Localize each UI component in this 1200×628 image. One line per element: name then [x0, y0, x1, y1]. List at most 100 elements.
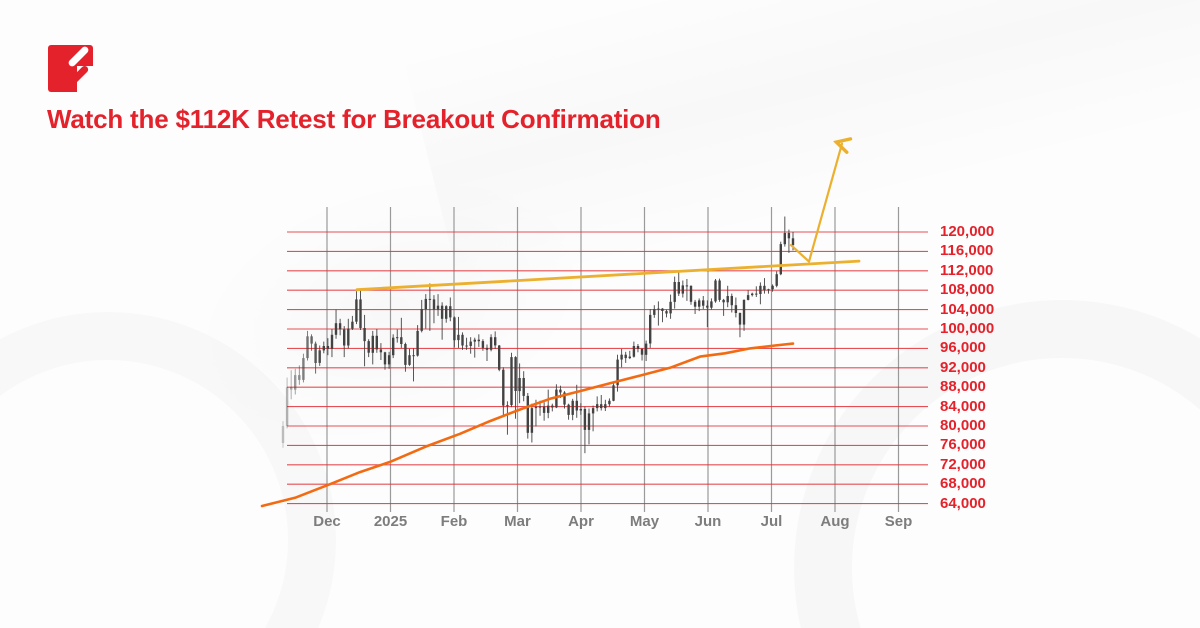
- candle: [457, 316, 460, 348]
- candle: [596, 396, 599, 412]
- candle: [506, 401, 509, 435]
- candle: [330, 329, 334, 358]
- candle: [783, 216, 786, 247]
- candle: [387, 351, 391, 369]
- candle: [343, 326, 346, 358]
- page-title: Watch the $112K Retest for Breakout Conf…: [47, 104, 661, 134]
- candle: [465, 337, 468, 350]
- candle: [424, 294, 427, 329]
- candle: [294, 368, 297, 395]
- candle: [661, 308, 664, 323]
- y-axis-label: 64,000: [940, 494, 986, 512]
- x-axis-label: Dec: [313, 513, 341, 530]
- candle: [420, 299, 423, 333]
- candle: [383, 351, 387, 370]
- candle: [751, 292, 754, 297]
- y-axis-label: 96,000: [940, 339, 986, 357]
- candle: [510, 352, 513, 408]
- candle: [710, 298, 713, 310]
- candle: [334, 309, 338, 339]
- candle: [347, 318, 350, 349]
- y-axis-label: 84,000: [940, 397, 986, 415]
- candle: [530, 403, 534, 443]
- x-axis-label: Sep: [884, 513, 913, 530]
- candle: [644, 340, 648, 361]
- y-axis-label: 112,000: [940, 261, 994, 279]
- candle: [404, 342, 407, 372]
- brand-logo: [48, 45, 93, 92]
- y-axis-label: 100,000: [940, 320, 995, 337]
- candle: [502, 367, 505, 416]
- candle: [314, 341, 317, 374]
- vertical-gridlines: [326, 207, 900, 512]
- candle: [310, 334, 313, 351]
- candle: [587, 408, 591, 445]
- candle: [436, 294, 440, 316]
- candle: [302, 353, 305, 383]
- candle: [632, 341, 636, 358]
- candlesticks: [281, 216, 795, 454]
- x-axis-label: Mar: [504, 513, 531, 530]
- candle: [755, 286, 758, 297]
- candle: [547, 389, 550, 419]
- candle: [579, 403, 582, 415]
- y-axis-label: 80,000: [940, 417, 986, 434]
- candle: [514, 356, 517, 419]
- candle: [681, 280, 684, 298]
- candle: [526, 393, 529, 439]
- candle: [481, 339, 485, 351]
- candle: [432, 295, 436, 324]
- x-axis-label: May: [629, 513, 660, 530]
- candle: [379, 343, 383, 360]
- candle: [628, 350, 631, 360]
- candle: [702, 296, 705, 310]
- x-axis-label: 2025: [373, 513, 408, 530]
- candle: [494, 331, 497, 349]
- candle: [779, 241, 782, 276]
- candle: [624, 351, 627, 363]
- y-axis-label: 116,000: [940, 242, 994, 260]
- candle: [718, 278, 721, 302]
- candle: [698, 298, 701, 312]
- candle: [714, 279, 717, 303]
- candle: [608, 398, 611, 407]
- candle: [542, 402, 546, 421]
- candle: [453, 316, 456, 348]
- y-axis-label: 68,000: [940, 475, 986, 493]
- candle: [787, 229, 791, 253]
- x-axis-label: Apr: [568, 513, 594, 530]
- candle: [518, 363, 521, 404]
- candle: [449, 297, 452, 322]
- candle: [440, 302, 444, 340]
- candle: [408, 348, 411, 366]
- candle: [677, 271, 680, 296]
- candle: [551, 403, 554, 412]
- y-axis-label: 108,000: [940, 281, 995, 299]
- moving-average-line: [260, 342, 795, 508]
- candle: [600, 395, 603, 411]
- candle: [742, 299, 746, 331]
- candle: [400, 317, 403, 348]
- candle: [567, 403, 570, 420]
- candle: [281, 421, 285, 448]
- candle: [722, 298, 725, 316]
- candle: [469, 337, 472, 354]
- candle: [689, 285, 693, 305]
- candle: [575, 384, 578, 418]
- x-axis-label: Feb: [440, 513, 468, 530]
- candle: [636, 344, 640, 353]
- y-axis-label: 88,000: [940, 378, 986, 396]
- candle: [371, 330, 374, 365]
- candle: [616, 354, 619, 392]
- candle: [673, 276, 676, 309]
- candle: [318, 345, 321, 366]
- candle: [583, 406, 587, 454]
- candle: [306, 330, 309, 361]
- candle: [571, 398, 574, 421]
- candle: [375, 329, 378, 353]
- candle: [657, 301, 660, 326]
- candle: [746, 290, 750, 301]
- candle: [653, 305, 656, 318]
